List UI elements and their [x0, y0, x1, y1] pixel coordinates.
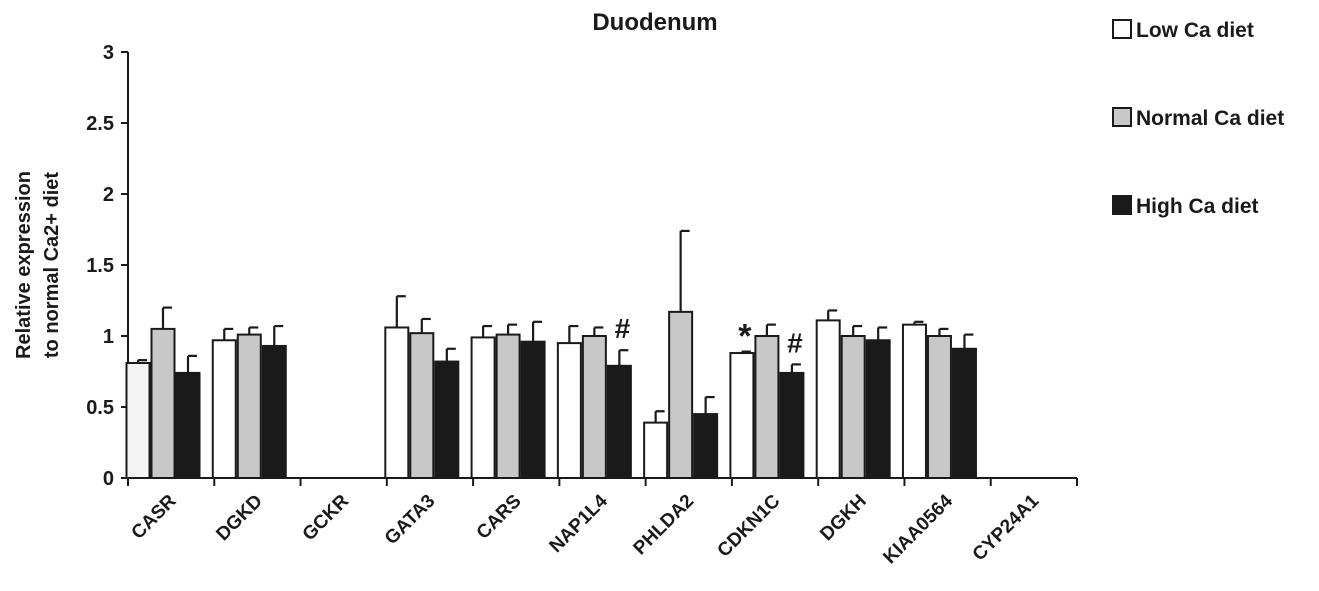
bar-phlda2-low-ca-diet: [643, 421, 669, 479]
y-axis-label-line-2: to normal Ca2+ diet: [41, 172, 63, 358]
x-tick-label: DGKH: [816, 491, 870, 545]
x-tick-label: DGKD: [212, 491, 266, 545]
y-axis-label-line-1: Relative expression: [13, 171, 35, 359]
legend-swatch: [1112, 195, 1132, 215]
x-tick-label: CARS: [473, 491, 526, 544]
y-tick-label: 0: [103, 468, 114, 490]
bar-cars-low-ca-diet: [470, 336, 496, 480]
y-tick-label: 3: [103, 42, 114, 64]
x-tick-label: CDKN1C: [714, 490, 785, 561]
x-tick-label: KIAA0564: [879, 490, 957, 568]
y-axis-label: Relative expression to normal Ca2+ diet: [13, 171, 63, 359]
bar-casr-normal-ca-diet: [150, 327, 176, 479]
y-tick-label: 2: [103, 184, 114, 206]
legend-label: Normal Ca diet: [1136, 107, 1284, 130]
bars: [125, 229, 977, 480]
bar-kiaa0564-high-ca-diet: [951, 347, 977, 479]
y-tick-label: 1.5: [86, 255, 114, 277]
bar-nap1l4-normal-ca-diet: [581, 335, 607, 479]
bar-dgkh-high-ca-diet: [865, 339, 891, 480]
legend: Low Ca diet Normal Ca diet High Ca diet: [1112, 19, 1284, 218]
bar-cdkn1c-low-ca-diet: [729, 352, 755, 480]
bar-phlda2-normal-ca-diet: [668, 310, 694, 479]
x-tick-label: GATA3: [381, 491, 439, 549]
legend-swatch: [1112, 19, 1132, 39]
x-tick-label: CYP24A1: [969, 490, 1044, 565]
bar-dgkh-normal-ca-diet: [840, 335, 866, 479]
bar-dgkd-low-ca-diet: [211, 339, 237, 480]
y-tick-label: 2.5: [86, 113, 114, 135]
significance-marker: #: [787, 327, 803, 358]
significance-marker: *: [738, 318, 752, 356]
bar-dgkh-low-ca-diet: [815, 319, 841, 479]
bar-gata3-normal-ca-diet: [409, 332, 435, 479]
y-ticks: 0 0.5 1 1.5 2 2.5 3: [86, 42, 128, 490]
bar-cdkn1c-normal-ca-diet: [754, 335, 780, 479]
bar-casr-low-ca-diet: [125, 361, 151, 480]
x-tick-label: NAP1L4: [546, 490, 613, 557]
x-tick-label: CASR: [128, 490, 181, 543]
bar-cdkn1c-high-ca-diet: [779, 371, 805, 480]
bar-gata3-high-ca-diet: [434, 360, 460, 479]
chart-title: Duodenum: [592, 9, 717, 36]
bar-phlda2-high-ca-diet: [693, 413, 719, 480]
legend-swatch: [1112, 107, 1132, 127]
bar-casr-high-ca-diet: [175, 371, 201, 480]
bar-nap1l4-low-ca-diet: [556, 342, 582, 479]
bar-gata3-low-ca-diet: [384, 326, 410, 480]
bar-cars-high-ca-diet: [520, 340, 546, 479]
bar-dgkd-normal-ca-diet: [236, 333, 262, 479]
bar-cars-normal-ca-diet: [495, 333, 521, 479]
x-tick-label: PHLDA2: [630, 491, 699, 560]
y-tick-label: 1: [103, 326, 114, 348]
y-tick-label: 0.5: [86, 397, 114, 419]
legend-label: High Ca diet: [1136, 195, 1259, 218]
x-ticks: CASR DGKD GCKR GATA3 CARS NAP1L4 PHLDA2 CDKN1C D…: [127, 478, 1078, 568]
x-tick-label: GCKR: [299, 490, 354, 545]
bar-dgkd-high-ca-diet: [261, 344, 287, 479]
bar-nap1l4-high-ca-diet: [606, 364, 632, 480]
annotations: # * #: [615, 313, 804, 358]
legend-label: Low Ca diet: [1136, 19, 1254, 42]
significance-marker: #: [615, 313, 631, 344]
bar-kiaa0564-low-ca-diet: [901, 323, 927, 480]
bar-kiaa0564-normal-ca-diet: [926, 335, 952, 479]
